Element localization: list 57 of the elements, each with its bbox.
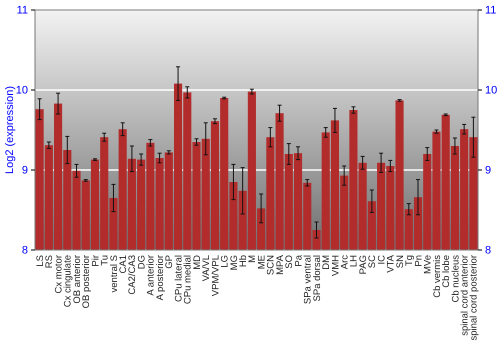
y2-tick-label: 10 (485, 84, 498, 97)
x-tick-label: spinal cord posterior (468, 255, 480, 341)
x-tick-label: Cx cingulate (62, 255, 74, 308)
x-tick-label: MG (228, 255, 240, 270)
x-tick-label: Tu (100, 255, 111, 266)
x-tick-label: SN (394, 254, 406, 268)
x-tick-label: Pir (90, 255, 102, 267)
x-tick-label: PAG (358, 255, 369, 274)
y-tick-label: 8 (22, 244, 28, 257)
y-axis-title: Log2 (expression) (4, 86, 16, 174)
x-tick-label: Cb nucleus (450, 254, 462, 303)
x-tick-label: MPA (274, 254, 286, 275)
x-tick-label: SO (284, 255, 296, 269)
x-tick-label: Arc (340, 254, 350, 270)
x-tick-label: CPu lateral (173, 255, 184, 302)
x-tick-label: Pn (413, 255, 424, 267)
y2-tick-label: 11 (485, 4, 496, 17)
x-tick-label: MVe (422, 255, 434, 274)
x-tick-label: LH (348, 254, 360, 268)
x-tick-label: ME (256, 255, 268, 270)
x-tick-label: LS (34, 255, 46, 267)
x-tick-label: VPM/VPL (210, 255, 222, 296)
x-tick-label: Cb lobe (441, 255, 452, 288)
x-tick-label: CPu medial (182, 255, 194, 304)
x-tick-label: DG (136, 255, 148, 270)
x-tick-label: Cb vermis (432, 254, 443, 298)
x-tick-label: M (247, 254, 258, 263)
x-tick-label: A anterior (146, 255, 157, 296)
y2-tick-label: 9 (485, 164, 492, 177)
x-tick-label: RS (44, 255, 56, 268)
x-tick-label: VTA (386, 254, 397, 273)
x-tick-label: MD (192, 254, 203, 270)
x-tick-label: VMH (330, 254, 342, 276)
x-tick-label: SPa ventral (302, 255, 314, 304)
y-tick-label: 11 (16, 4, 28, 17)
y-tick-label: 10 (16, 84, 28, 97)
x-tick-label: OB anterior (72, 255, 83, 304)
y2-tick-label: 8 (485, 244, 492, 257)
x-tick-label: SCN (266, 254, 277, 276)
x-tick-label: Pa (293, 254, 304, 267)
x-tick-label: A posterior (154, 255, 166, 300)
x-tick-label: OB posterior (81, 255, 92, 308)
x-tick-label: Cx motor (53, 255, 64, 294)
x-tick-label: DM (321, 254, 332, 270)
x-tick-label: SPa dorsal (312, 255, 323, 302)
x-tick-label: IC (376, 254, 388, 264)
x-tick-label: spinal cord anterior (459, 255, 470, 336)
x-tick-label: SC (367, 254, 378, 268)
x-tick-label: Hb (238, 255, 249, 268)
x-tick-label: Tg (404, 255, 416, 266)
x-tick-label: GP (164, 255, 176, 269)
x-tick-label: CA1 (118, 255, 129, 274)
x-tick-label: VA/VL (201, 255, 212, 282)
x-tick-label: CA2/CA3 (127, 255, 138, 295)
x-tick-label: ventral S (108, 255, 120, 292)
y-tick-label: 9 (22, 164, 28, 177)
x-tick-label: LG (220, 255, 231, 268)
